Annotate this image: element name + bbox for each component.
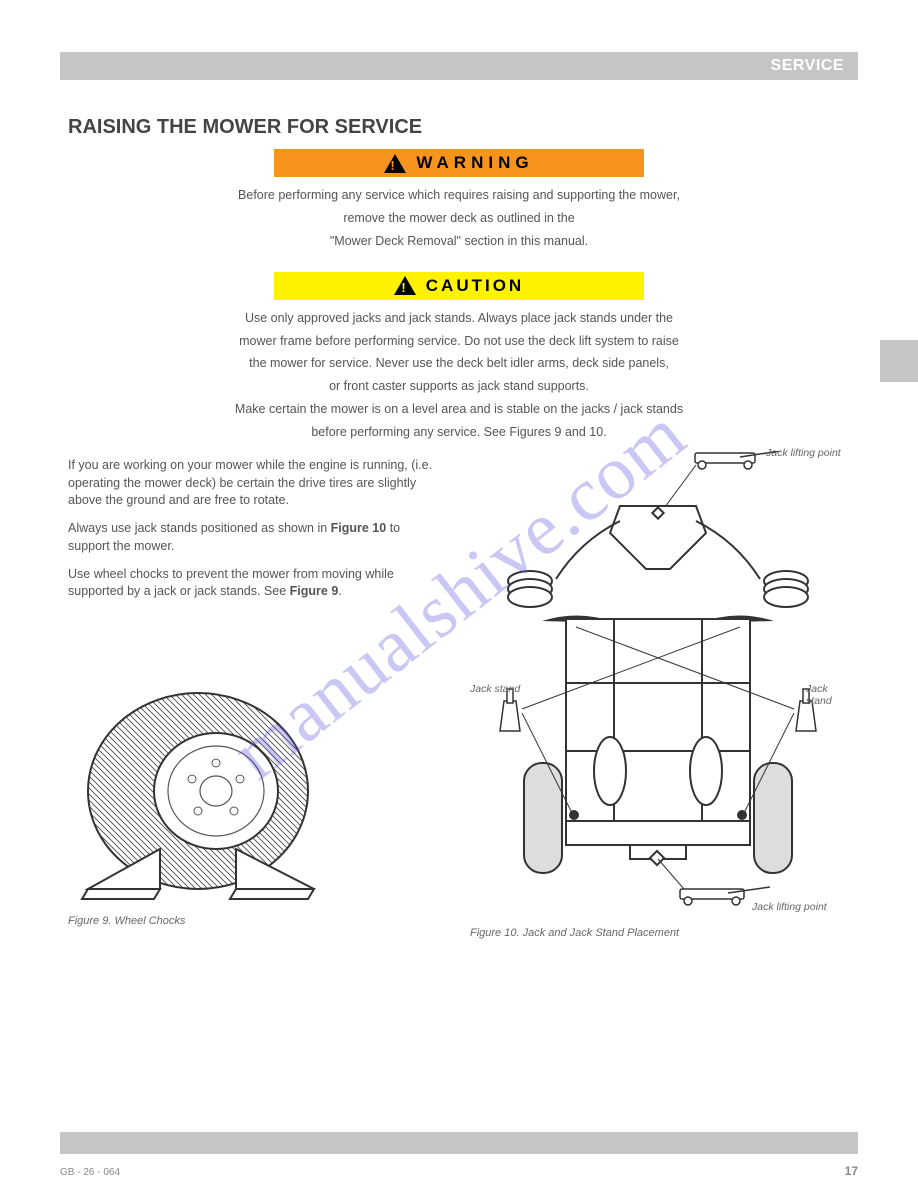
left-column: If you are working on your mower while t… [68, 451, 444, 939]
left-p1: If you are working on your mower while t… [68, 457, 444, 510]
svg-text:!: ! [391, 158, 400, 173]
header-section-title: SERVICE [771, 57, 844, 75]
caution-box: ! CAUTION [274, 272, 644, 300]
figure-9-caption: Figure 9. Wheel Chocks [68, 915, 444, 927]
warning-line-1: Before performing any service which requ… [89, 187, 829, 204]
sidebar-tab [880, 340, 918, 382]
fig10-label-jack-rear: Jack lifting point [752, 901, 827, 913]
left-p2: Always use jack stands positioned as sho… [68, 520, 444, 556]
warning-line-2: remove the mower deck as outlined in the [89, 210, 829, 227]
caution-line-1: Use only approved jacks and jack stands.… [89, 310, 829, 327]
figure-10-caption: Figure 10. Jack and Jack Stand Placement [470, 927, 846, 939]
jack-placement-illustration [470, 451, 846, 921]
left-p2-prefix: Always use jack stands positioned as sho… [68, 521, 331, 535]
alert-triangle-icon: ! [394, 276, 416, 295]
fig10-label-stand-right: Jack stand [806, 683, 846, 707]
caution-label: CAUTION [426, 276, 524, 296]
footer-doc-ref: GB - 26 - 064 [60, 1167, 120, 1178]
alert-triangle-icon: ! [384, 154, 406, 173]
two-column-region: If you are working on your mower while t… [68, 451, 850, 939]
left-p3-bold: Figure 9 [290, 584, 339, 598]
svg-text:!: ! [401, 280, 408, 295]
page: SERVICE RAISING THE MOWER FOR SERVICE ! … [0, 0, 918, 1188]
fig10-label-stand-left: Jack stand [470, 683, 520, 695]
content-area: RAISING THE MOWER FOR SERVICE ! WARNING … [68, 108, 850, 939]
caution-line-2: mower frame before performing service. D… [89, 333, 829, 350]
footer-bar [60, 1132, 858, 1154]
warning-line-3: "Mower Deck Removal" section in this man… [89, 233, 829, 250]
left-p3-suffix: . [338, 584, 341, 598]
warning-label: WARNING [416, 153, 533, 173]
caution-line-6: before performing any service. See Figur… [89, 424, 829, 441]
caution-line-4: or front caster supports as jack stand s… [89, 378, 829, 395]
section-heading: RAISING THE MOWER FOR SERVICE [68, 116, 850, 139]
right-column: Jack lifting point Jack stand Jack stand… [470, 451, 846, 939]
left-p2-bold: Figure 10 [331, 521, 387, 535]
footer-page-number: 17 [845, 1164, 858, 1178]
wheel-chock-illustration [68, 671, 348, 911]
left-p3-prefix: Use wheel chocks to prevent the mower fr… [68, 567, 394, 599]
figure-9: Figure 9. Wheel Chocks [68, 671, 444, 927]
fig10-label-jack-front: Jack lifting point [766, 447, 841, 459]
caution-line-5: Make certain the mower is on a level are… [89, 401, 829, 418]
figure-10: Jack lifting point Jack stand Jack stand… [470, 451, 846, 939]
caution-line-3: the mower for service. Never use the dec… [89, 355, 829, 372]
header-bar: SERVICE [60, 52, 858, 80]
warning-box: ! WARNING [274, 149, 644, 177]
left-p3: Use wheel chocks to prevent the mower fr… [68, 566, 444, 602]
